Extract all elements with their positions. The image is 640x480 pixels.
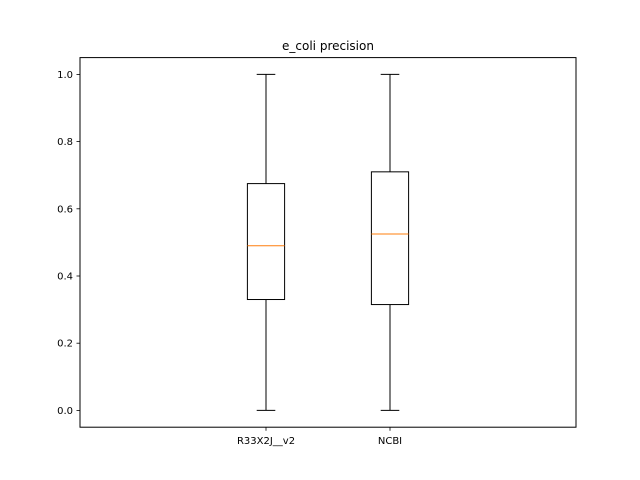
box-group (370, 73, 410, 411)
y-axis: 0.0 0.2 0.4 0.6 0.8 1.0 (57, 70, 80, 417)
y-tick-label: 0.6 (57, 204, 73, 215)
y-tick-label: 1.0 (57, 70, 73, 81)
y-tick-label: 0.4 (57, 272, 73, 283)
y-tick-label: 0.0 (57, 406, 73, 417)
y-tick-label: 0.8 (57, 137, 73, 148)
y-tick-label: 0.2 (57, 339, 73, 350)
chart-title: e_coli precision (282, 39, 374, 53)
box-body (370, 171, 410, 306)
box-body (246, 183, 286, 301)
x-tick-label: NCBI (378, 436, 402, 447)
plot-marks (246, 73, 410, 411)
plot-frame (79, 57, 577, 428)
x-tick-label: R33X2J__v2 (237, 436, 295, 447)
x-axis: R33X2J__v2 NCBI (237, 427, 402, 447)
box-group (246, 73, 286, 411)
